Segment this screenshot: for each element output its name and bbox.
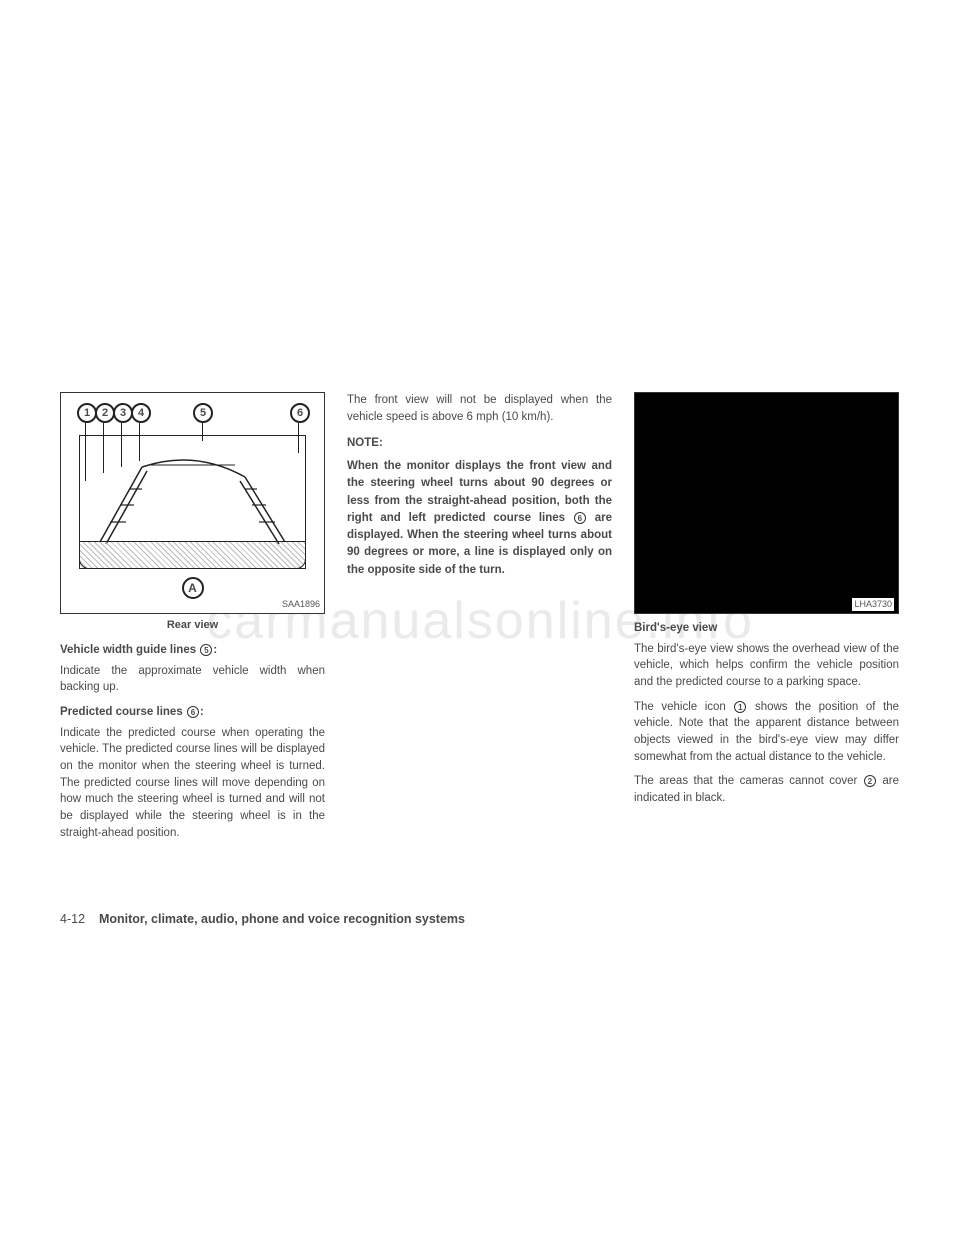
heading-colon: : [213,644,217,656]
vehicle-width-heading: Vehicle width guide lines 5: [60,642,325,659]
circled-1-icon: 1 [734,701,746,713]
para-text-a: The areas that the cameras cannot cover [634,775,863,787]
circled-2-icon: 2 [864,775,876,787]
vehicle-width-para: Indicate the approximate vehicle width w… [60,663,325,696]
column-3: LHA3730 Bird's-eye view The bird's-eye v… [634,392,899,849]
circled-6-icon: 6 [574,512,586,524]
note-body: When the monitor displays the front view… [347,458,612,579]
callout-3-icon: 3 [113,403,133,423]
view-frame [79,435,306,569]
column-1: 1 2 3 4 5 6 [60,392,325,849]
heading-text: Vehicle width guide lines [60,644,199,656]
page-footer: 4-12 Monitor, climate, audio, phone and … [60,912,900,926]
para-text-a: The vehicle icon [634,701,733,713]
callout-5-icon: 5 [193,403,213,423]
figure-id-label: SAA1896 [282,598,320,611]
callout-4-icon: 4 [131,403,151,423]
predicted-course-para: Indicate the predicted course when opera… [60,725,325,842]
birds-eye-para-1: The bird's-eye view shows the overhead v… [634,641,899,691]
front-view-para: The front view will not be displayed whe… [347,392,612,425]
section-title: Monitor, climate, audio, phone and voice… [99,912,465,926]
figure-caption: Rear view [60,618,325,634]
hatch-band [79,541,306,569]
circled-5-icon: 5 [200,644,212,656]
rear-view-figure: 1 2 3 4 5 6 [60,392,325,614]
rear-view-diagram: 1 2 3 4 5 6 [75,403,310,599]
birds-eye-para-3: The areas that the cameras cannot cover … [634,773,899,806]
note-heading: NOTE: [347,435,612,452]
heading-colon: : [200,706,204,718]
manual-page: 1 2 3 4 5 6 [60,392,900,849]
callout-1-icon: 1 [77,403,97,423]
predicted-course-heading: Predicted course lines 6: [60,704,325,721]
birds-eye-para-2: The vehicle icon 1 shows the position of… [634,699,899,766]
callout-2-icon: 2 [95,403,115,423]
birds-eye-heading: Bird's-eye view [634,620,899,637]
figure-id-label: LHA3730 [852,598,894,611]
callout-row: 1 2 3 4 [77,403,149,423]
page-number: 4-12 [60,912,85,926]
callout-6-icon: 6 [290,403,310,423]
callout-a-icon: A [182,577,204,599]
birds-eye-figure: LHA3730 [634,392,899,614]
column-2: The front view will not be displayed whe… [347,392,612,849]
columns-container: 1 2 3 4 5 6 [60,392,900,849]
circled-6-icon: 6 [187,706,199,718]
heading-text: Predicted course lines [60,706,186,718]
note-text-a: When the monitor displays the front view… [347,460,612,524]
